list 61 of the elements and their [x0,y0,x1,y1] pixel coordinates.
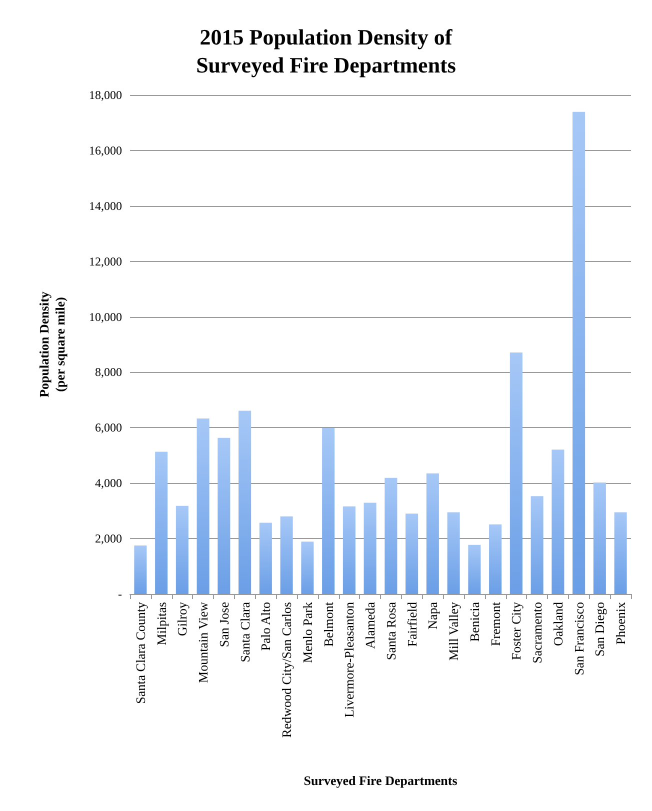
y-tick-label: 12,000 [89,254,122,268]
bar [406,514,418,594]
bar [510,352,522,594]
bar [447,512,460,594]
x-tick-label: San Jose [216,602,232,648]
x-tick-label: San Francisco [571,602,586,676]
y-axis-title: Population Density (per square mile) [36,291,68,398]
x-tick-label: Mill Valley [446,602,462,661]
bar [259,522,272,594]
x-tick-label: San Diego [592,602,608,657]
bar [364,502,376,594]
x-tick-label: Menlo Park [300,602,315,664]
bar [384,478,398,594]
bar [238,410,252,594]
x-tick-label: Benicia [466,602,482,642]
y-tick-label: 18,000 [89,88,122,102]
x-tick-label: Fairfield [404,602,420,647]
y-tick-label: 16,000 [89,143,122,158]
x-tick-label: Santa Clara [237,602,252,662]
x-tick-label: Belmont [320,602,336,647]
x-tick-label: Gilroy [174,602,190,636]
bar [489,524,502,594]
bar [468,544,481,594]
x-tick-label: Napa [425,602,440,630]
bar [530,496,544,594]
bar [196,418,210,594]
bar [342,506,356,594]
y-tick-label: - [118,587,122,601]
y-tick-label: 8,000 [95,365,122,380]
y-tick-label: 2,000 [95,532,122,546]
x-tick-label: Santa Clara County [132,602,148,704]
bar [593,482,606,594]
x-tick-label: Redwood City/San Carlos [279,602,294,738]
bar [176,506,188,594]
bar [322,428,335,594]
x-tick-label: Foster City [508,602,524,660]
x-axis-title: Surveyed Fire Departments [304,773,458,788]
x-tick-label: Palo Alto [258,602,274,651]
y-tick-label: 6,000 [95,420,122,435]
x-tick-label: Santa Rosa [383,602,398,660]
x-tick-label: Alameda [362,602,378,649]
bar [552,450,564,594]
bar [301,542,314,594]
bar [218,438,230,594]
bar [572,112,586,594]
y-tick-label: 10,000 [89,310,122,324]
bar [614,512,627,594]
x-tick-label: Oakland [550,602,566,646]
x-tick-label: Phoenix [613,602,628,645]
y-tick-label: 14,000 [89,198,122,213]
bar [155,452,168,594]
bar [280,516,293,594]
x-tick-label: Mountain View [196,601,211,683]
x-tick-label: Livermore-Pleasanton [342,602,357,718]
x-tick-label: Fremont [488,602,503,646]
bar [426,473,439,594]
chart-title: 2015 Population Density of Surveyed Fire Departments [196,24,456,78]
x-tick-label: Sacramento [530,602,545,664]
bar [134,545,147,594]
y-tick-label: 4,000 [95,476,122,490]
x-tick-label: Milpitas [154,602,169,646]
